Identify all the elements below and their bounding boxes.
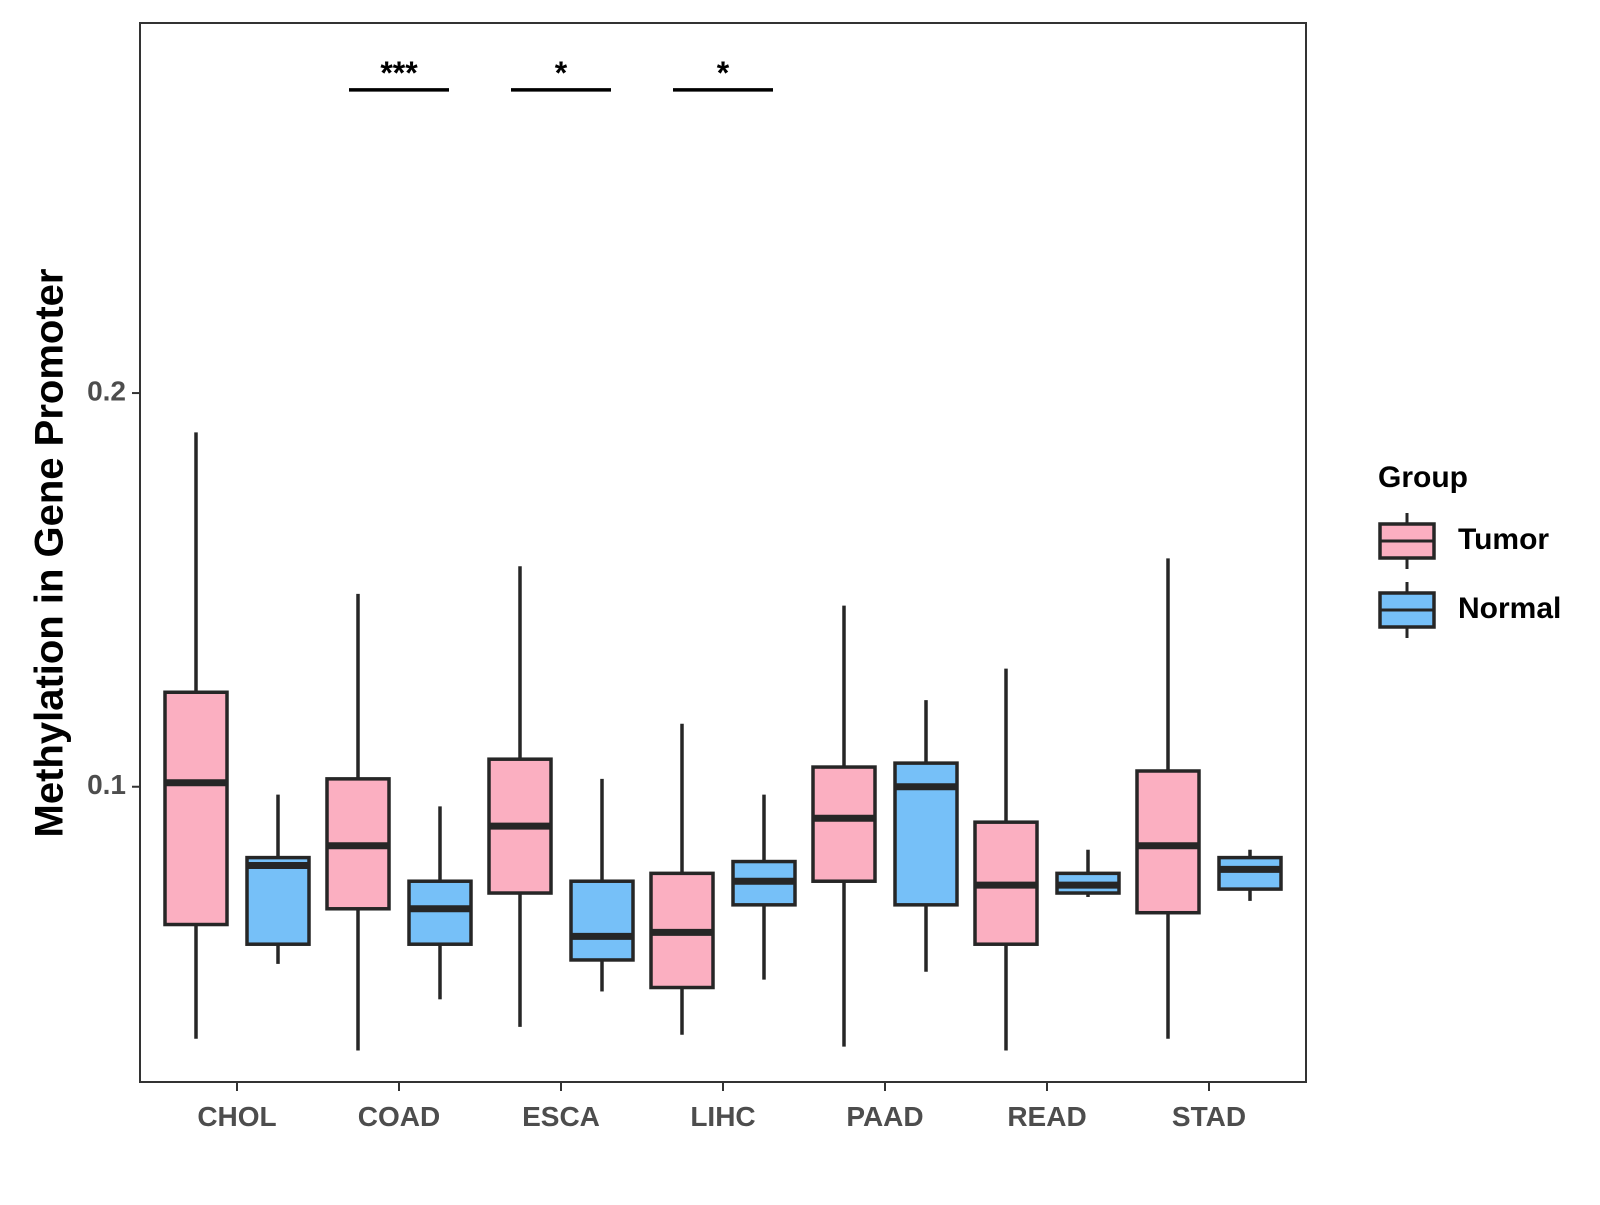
box-lihc-tumor bbox=[649, 723, 715, 1035]
legend-item-normal: Normal bbox=[1378, 582, 1561, 638]
x-tick-label-paad: PAAD bbox=[846, 1101, 923, 1132]
x-tick-label-coad: COAD bbox=[358, 1101, 440, 1132]
legend: Group Tumor Normal bbox=[1378, 461, 1561, 638]
plot-panel bbox=[139, 22, 1307, 1083]
legend-title: Group bbox=[1378, 461, 1468, 494]
x-tick-label-esca: ESCA bbox=[522, 1101, 600, 1132]
box-iqr bbox=[811, 765, 877, 883]
box-iqr bbox=[1135, 769, 1201, 915]
box-iqr bbox=[407, 879, 473, 946]
x-tick-label-lihc: LIHC bbox=[690, 1101, 755, 1132]
significance-layer: *** * * bbox=[349, 55, 773, 92]
box-lihc-normal bbox=[731, 794, 797, 980]
box-iqr bbox=[245, 855, 311, 946]
x-axis: CHOL COAD ESCA LIHC PAAD READ STAD bbox=[197, 1082, 1246, 1132]
box-paad-tumor bbox=[811, 605, 877, 1047]
box-read-tumor bbox=[973, 668, 1039, 1051]
x-tick-label-read: READ bbox=[1007, 1101, 1086, 1132]
significance-label: *** bbox=[380, 55, 418, 91]
box-stad-normal bbox=[1217, 849, 1283, 901]
significance-label: * bbox=[717, 55, 730, 91]
y-axis-title: Methylation in Gene Promoter bbox=[28, 269, 72, 838]
y-axis: 0.1 0.2 bbox=[87, 375, 140, 800]
y-tick-label: 0.1 bbox=[87, 769, 126, 800]
box-coad-tumor bbox=[325, 593, 391, 1051]
significance-label: * bbox=[555, 55, 568, 91]
box-paad-normal bbox=[893, 700, 959, 972]
box-chol-tumor bbox=[163, 432, 229, 1039]
legend-item-tumor: Tumor bbox=[1378, 513, 1549, 569]
y-tick-label: 0.2 bbox=[87, 375, 126, 406]
legend-label: Normal bbox=[1458, 592, 1561, 625]
legend-label: Tumor bbox=[1458, 523, 1549, 556]
significance-esca: * bbox=[511, 55, 611, 92]
significance-coad: *** bbox=[349, 55, 449, 92]
box-read-normal bbox=[1055, 849, 1121, 897]
boxes-layer bbox=[163, 432, 1283, 1051]
box-esca-tumor bbox=[487, 566, 553, 1027]
box-iqr bbox=[163, 690, 229, 927]
x-tick-label-stad: STAD bbox=[1172, 1101, 1246, 1132]
x-tick-label-chol: CHOL bbox=[197, 1101, 276, 1132]
box-stad-tumor bbox=[1135, 558, 1201, 1039]
box-esca-normal bbox=[569, 778, 635, 992]
significance-lihc: * bbox=[673, 55, 773, 92]
box-iqr bbox=[569, 879, 635, 962]
box-iqr bbox=[1217, 855, 1283, 891]
box-chol-normal bbox=[245, 794, 311, 964]
box-coad-normal bbox=[407, 806, 473, 1000]
